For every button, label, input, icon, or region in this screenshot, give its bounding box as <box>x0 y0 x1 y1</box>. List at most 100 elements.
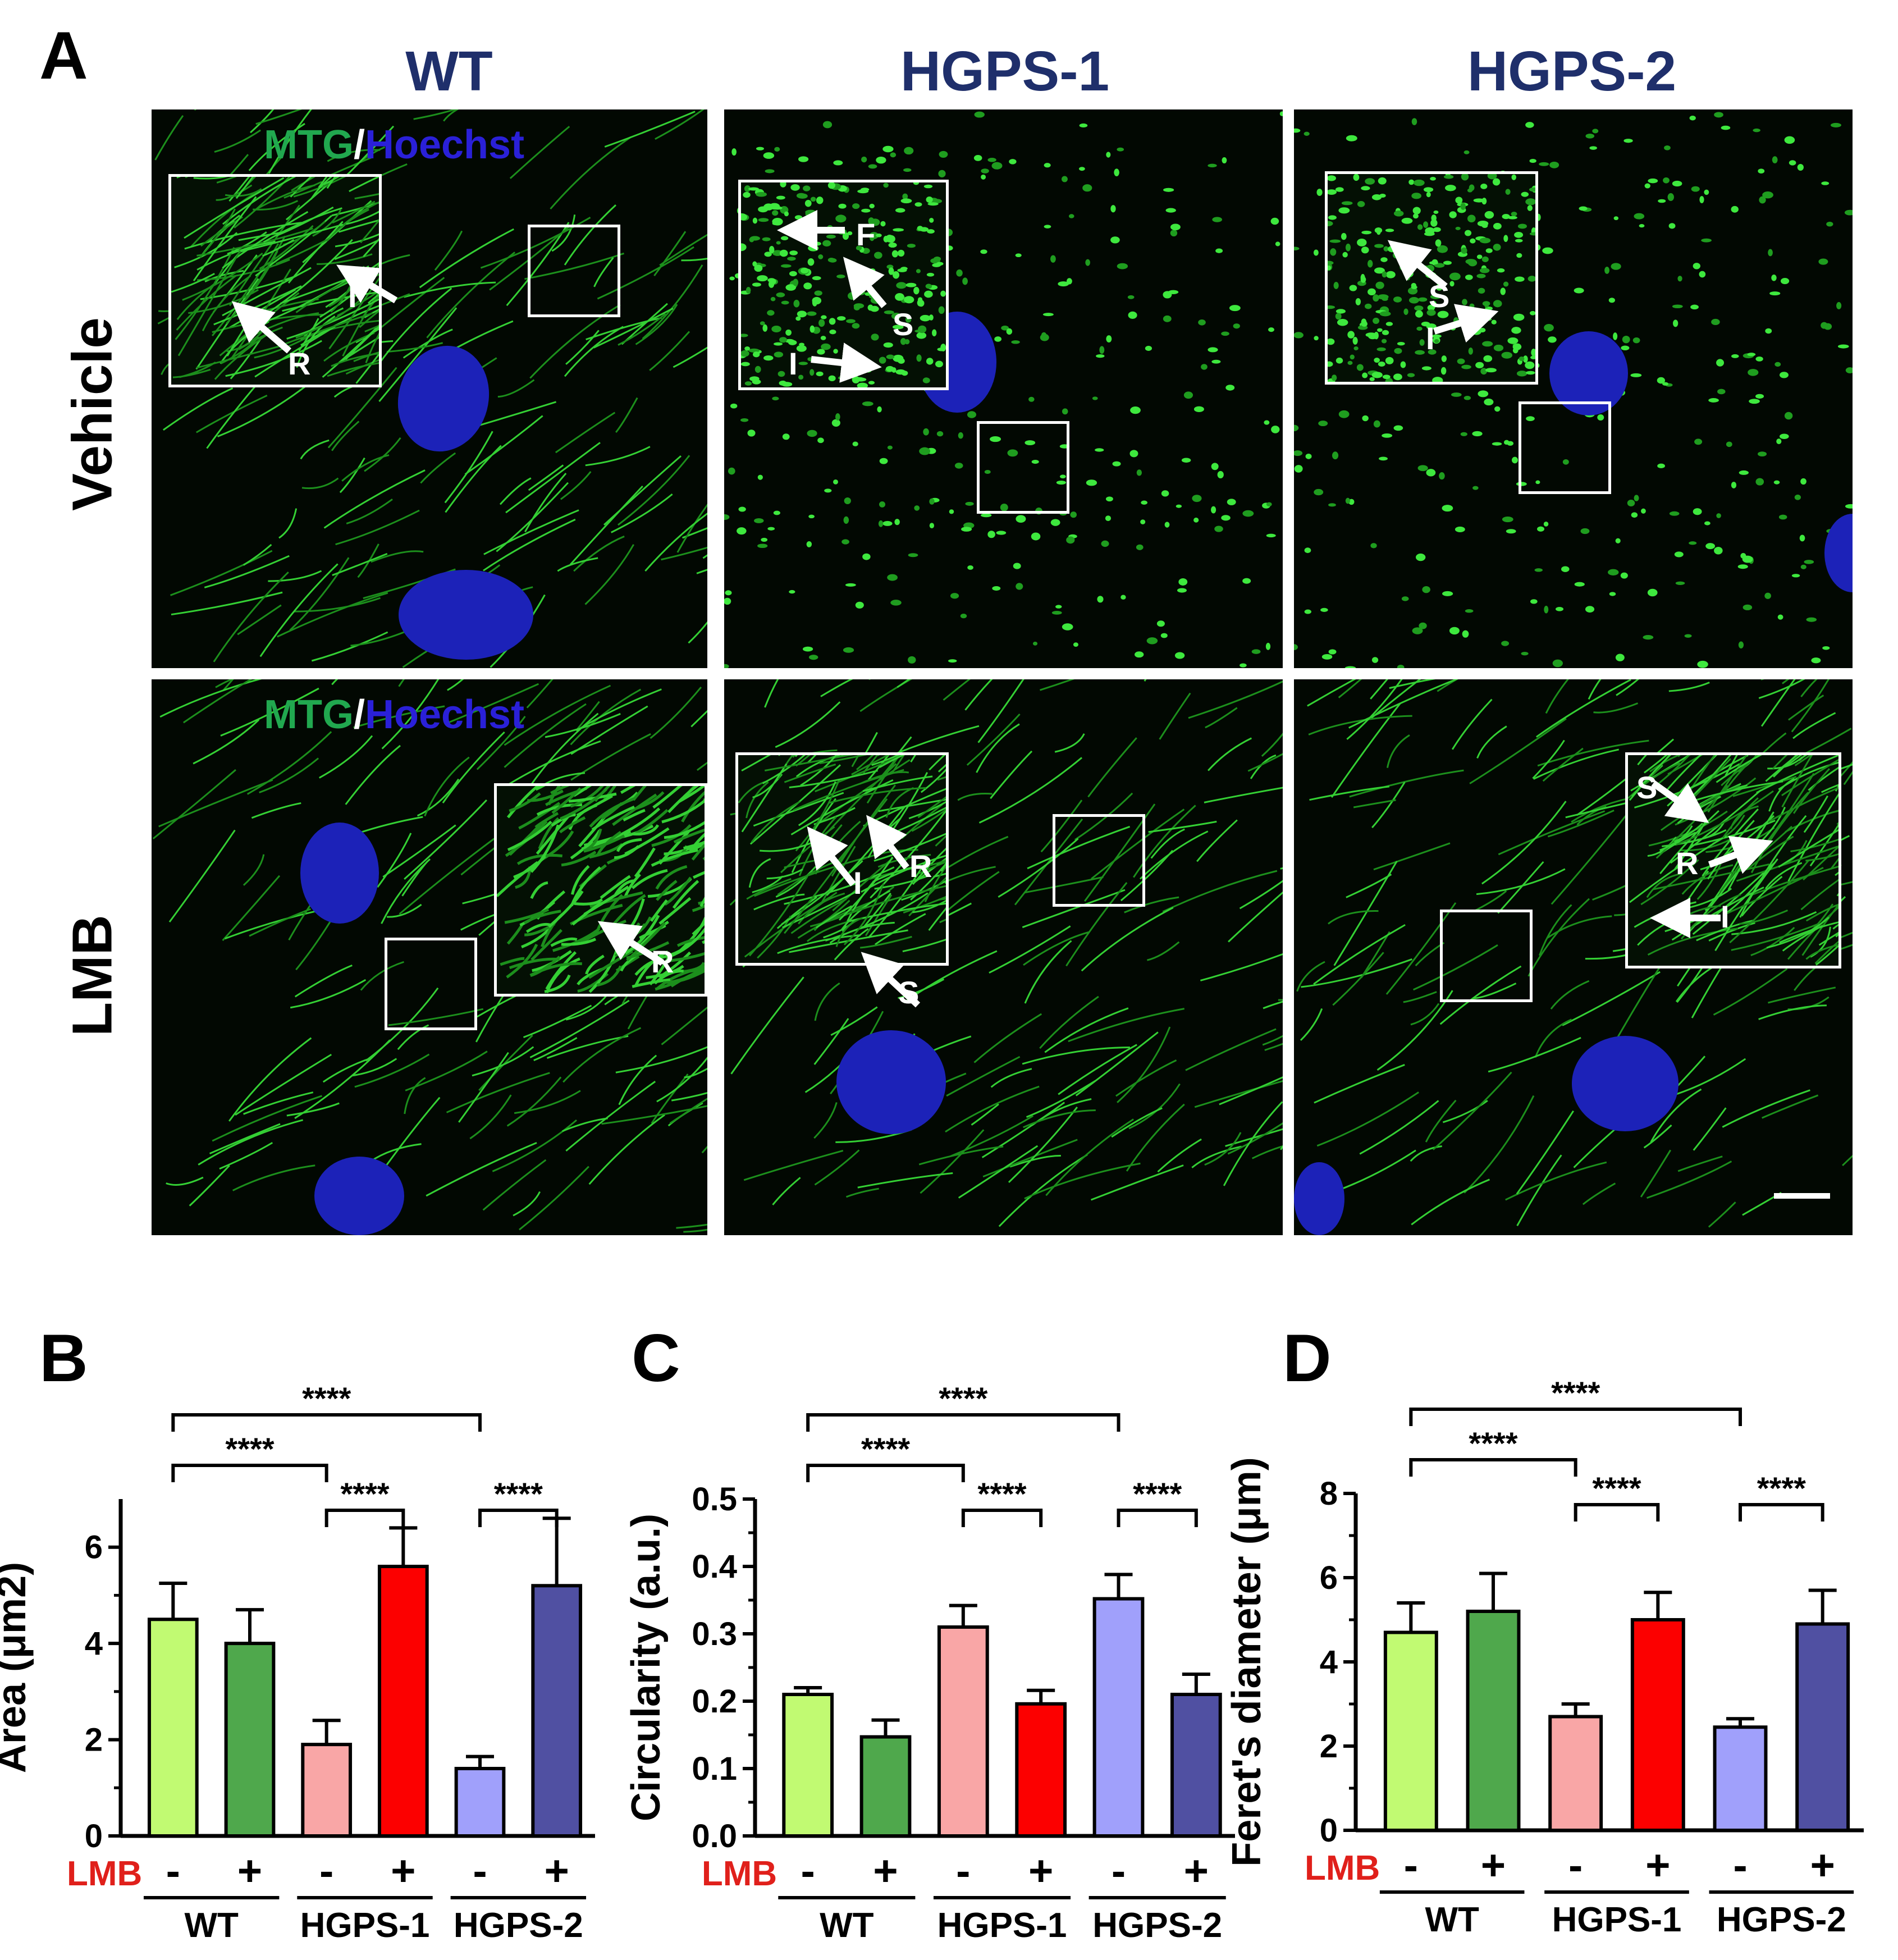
mitochondrion <box>749 376 760 382</box>
mitochondrion <box>1362 372 1368 378</box>
mitochondrion <box>1304 547 1311 554</box>
mitochondrion <box>919 447 931 455</box>
mitochondrion <box>927 229 935 234</box>
mitochondrion <box>1810 926 1831 958</box>
mitochondrion <box>1455 526 1465 532</box>
mitochondrion <box>283 181 323 199</box>
mitochondrion <box>1074 792 1133 841</box>
mitochondrion <box>371 550 424 563</box>
mitochondrion <box>1062 408 1068 415</box>
mitochondrion <box>1270 217 1279 225</box>
mitochondrion <box>980 249 987 254</box>
mitochondrion <box>193 719 260 765</box>
mitochondrion <box>752 282 761 287</box>
mitochondrion <box>589 891 643 908</box>
mitochondrion <box>1684 634 1692 638</box>
treatment-label: + <box>1184 1847 1209 1895</box>
mitochondrion <box>442 731 505 803</box>
mitochondrion <box>1170 230 1178 237</box>
mitochondrion <box>505 740 601 787</box>
mitochondrion <box>1750 926 1795 957</box>
mitochondrion <box>785 339 794 343</box>
mitochondrion <box>775 866 816 898</box>
mitochondrion <box>724 597 731 605</box>
mitochondrion <box>1191 1145 1242 1168</box>
mitochondrion <box>1716 359 1725 367</box>
mitochondrion <box>981 168 989 173</box>
mitochondrion <box>837 316 846 321</box>
mitochondrion <box>550 136 632 210</box>
mitochondrion <box>780 264 792 268</box>
mitochondrion <box>1097 596 1104 603</box>
mitochondrion <box>938 170 946 177</box>
mitochondrion <box>1799 534 1805 542</box>
mitochondrion <box>857 1172 953 1189</box>
mitochondrion <box>673 827 707 844</box>
mitochondrion <box>561 851 597 867</box>
mitochondrion <box>1309 785 1389 801</box>
mitochondrion <box>528 464 564 491</box>
mitochondrion <box>1537 739 1649 767</box>
mitochondrion <box>1338 410 1350 418</box>
mitochondrion <box>331 421 360 451</box>
mitochondrion <box>1266 502 1272 506</box>
mitochondrion <box>1389 679 1436 689</box>
mitochondrion <box>1365 178 1375 185</box>
annotation-label: R <box>288 346 311 381</box>
mitochondrion <box>929 523 935 529</box>
mitochondrion <box>1001 325 1009 331</box>
mitochondrion <box>301 477 339 490</box>
annotation-arrows <box>231 210 1773 1008</box>
mitochondrion <box>776 195 785 200</box>
mitochondrion <box>1163 315 1172 322</box>
bar <box>1548 1715 1603 1832</box>
significance-label: **** <box>1133 1476 1182 1511</box>
mitochondrion <box>897 249 905 257</box>
mitochondrion <box>213 571 289 663</box>
mitochondrion <box>1512 343 1522 350</box>
mitochondrion <box>1215 248 1223 253</box>
mitochondrion <box>1222 157 1227 164</box>
mitochondrion <box>746 287 751 294</box>
mitochondrion <box>1329 239 1341 243</box>
mitochondrion <box>496 482 569 552</box>
mitochondrion <box>1328 910 1379 925</box>
mitochondrion <box>1708 1201 1736 1228</box>
mitochondrion <box>1634 213 1645 220</box>
mitochondrion <box>1484 211 1494 219</box>
mitochondrion <box>1731 354 1739 358</box>
mitochondrion <box>1082 184 1092 192</box>
mitochondrion <box>829 329 836 335</box>
mitochondrion <box>904 147 914 155</box>
mitochondrion <box>960 613 967 619</box>
mitochondrion <box>469 1094 512 1140</box>
mitochondrion <box>1580 528 1590 534</box>
mitochondrion <box>235 1053 332 1116</box>
mitochondrion <box>871 333 879 341</box>
mitochondrion <box>633 808 669 836</box>
mitochondrion <box>1739 910 1789 925</box>
mitochondrion <box>551 787 582 815</box>
mitochondrion <box>483 518 576 572</box>
mitochondrion <box>354 1053 430 1088</box>
bar <box>224 1642 276 1838</box>
mitochondrion <box>776 292 785 298</box>
mitochondrion <box>724 664 729 668</box>
mitochondrion <box>1845 504 1853 509</box>
mitochondrion <box>1439 965 1522 1025</box>
mitochondrion <box>1668 682 1710 692</box>
mitochondrion <box>987 531 995 538</box>
mitochondrion <box>908 656 916 664</box>
significance-label: **** <box>225 1431 274 1466</box>
mitochondrion <box>614 845 640 860</box>
mitochondrion <box>1313 924 1406 985</box>
mitochondrion <box>981 1102 1065 1158</box>
mitochondrion <box>1442 1100 1488 1123</box>
mitochondrion <box>796 345 807 352</box>
mitochondrion <box>836 274 845 278</box>
mitochondrion <box>1090 1164 1184 1201</box>
mitochondrion <box>898 978 945 999</box>
mitochondrion <box>886 354 895 359</box>
mitochondrion <box>401 860 428 897</box>
mitochondrion <box>198 1119 304 1166</box>
